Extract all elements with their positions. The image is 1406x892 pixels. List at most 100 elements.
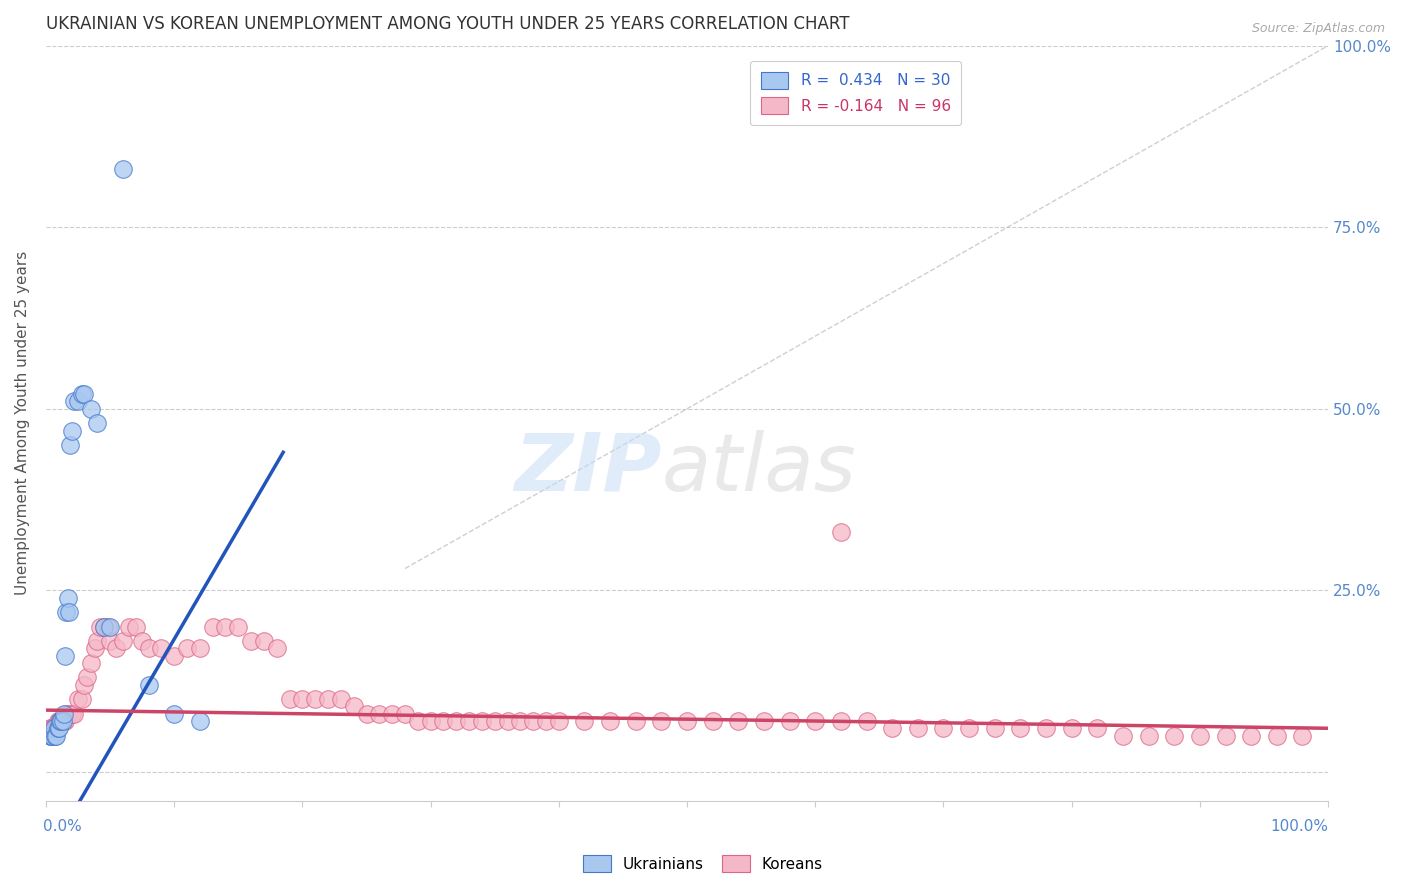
Point <box>446 714 468 728</box>
Point <box>188 714 211 728</box>
Y-axis label: Unemployment Among Youth under 25 years: Unemployment Among Youth under 25 years <box>15 252 30 595</box>
Point <box>984 721 1007 735</box>
Point <box>329 692 352 706</box>
Point <box>343 699 366 714</box>
Point <box>830 525 852 540</box>
Point <box>278 692 301 706</box>
Point <box>458 714 481 728</box>
Point <box>42 721 65 735</box>
Point <box>39 721 62 735</box>
Point <box>226 619 249 633</box>
Point <box>44 729 66 743</box>
Point <box>111 634 134 648</box>
Point <box>52 714 75 728</box>
Point <box>316 692 339 706</box>
Point <box>118 619 141 633</box>
Point <box>42 721 65 735</box>
Point <box>111 162 134 177</box>
Point <box>1035 721 1057 735</box>
Point <box>394 706 416 721</box>
Point <box>66 394 89 409</box>
Point <box>188 641 211 656</box>
Point <box>830 714 852 728</box>
Point <box>80 656 103 670</box>
Point <box>855 714 877 728</box>
Point <box>55 605 77 619</box>
Point <box>1060 721 1083 735</box>
Point <box>804 714 827 728</box>
Point <box>522 714 544 728</box>
Point <box>58 706 80 721</box>
Point <box>957 721 980 735</box>
Point <box>509 714 531 728</box>
Point <box>52 706 75 721</box>
Point <box>86 634 108 648</box>
Point <box>52 714 75 728</box>
Point <box>406 714 429 728</box>
Point <box>727 714 749 728</box>
Point <box>93 619 115 633</box>
Point <box>93 619 115 633</box>
Point <box>39 729 62 743</box>
Point <box>49 714 72 728</box>
Point <box>58 605 80 619</box>
Point <box>547 714 569 728</box>
Point <box>1112 729 1135 743</box>
Point <box>80 401 103 416</box>
Point <box>98 619 121 633</box>
Legend: R =  0.434   N = 30, R = -0.164   N = 96: R = 0.434 N = 30, R = -0.164 N = 96 <box>751 61 962 125</box>
Point <box>1163 729 1185 743</box>
Legend: Ukrainians, Koreans: Ukrainians, Koreans <box>575 847 831 880</box>
Point <box>574 714 596 728</box>
Point <box>163 706 186 721</box>
Point <box>60 424 83 438</box>
Point <box>131 634 153 648</box>
Text: UKRAINIAN VS KOREAN UNEMPLOYMENT AMONG YOUTH UNDER 25 YEARS CORRELATION CHART: UKRAINIAN VS KOREAN UNEMPLOYMENT AMONG Y… <box>46 15 849 33</box>
Point <box>52 714 75 728</box>
Point <box>83 641 105 656</box>
Point <box>752 714 775 728</box>
Point <box>650 714 672 728</box>
Point <box>1240 729 1263 743</box>
Point <box>304 692 326 706</box>
Text: atlas: atlas <box>661 430 856 508</box>
Point <box>214 619 236 633</box>
Text: 100.0%: 100.0% <box>1270 819 1329 834</box>
Point <box>48 721 70 735</box>
Point <box>59 438 82 452</box>
Point <box>41 721 63 735</box>
Point <box>38 729 60 743</box>
Point <box>70 692 93 706</box>
Point <box>907 721 929 735</box>
Point <box>1215 729 1237 743</box>
Point <box>882 721 904 735</box>
Point <box>56 591 79 605</box>
Point <box>73 678 96 692</box>
Point <box>105 641 128 656</box>
Point <box>176 641 198 656</box>
Point <box>96 619 118 633</box>
Point <box>1085 721 1108 735</box>
Point <box>291 692 314 706</box>
Point <box>125 619 148 633</box>
Text: Source: ZipAtlas.com: Source: ZipAtlas.com <box>1251 22 1385 36</box>
Point <box>201 619 224 633</box>
Point <box>368 706 391 721</box>
Point <box>240 634 263 648</box>
Point <box>1291 729 1313 743</box>
Point <box>51 714 73 728</box>
Point <box>624 714 647 728</box>
Point <box>381 706 404 721</box>
Point <box>45 721 67 735</box>
Point <box>60 706 83 721</box>
Point <box>46 714 69 728</box>
Text: 0.0%: 0.0% <box>44 819 82 834</box>
Point <box>484 714 506 728</box>
Point <box>1188 729 1211 743</box>
Point <box>471 714 494 728</box>
Point <box>534 714 557 728</box>
Text: ZIP: ZIP <box>515 430 661 508</box>
Point <box>38 721 60 735</box>
Point <box>66 692 89 706</box>
Point <box>253 634 276 648</box>
